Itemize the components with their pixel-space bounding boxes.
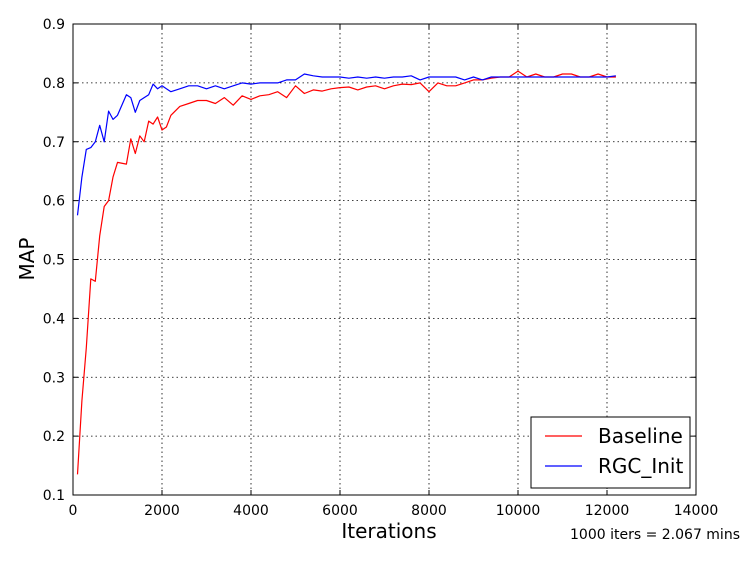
- legend: Baseline RGC_Init: [530, 416, 691, 489]
- legend-label-rgc-init: RGC_Init: [598, 454, 683, 478]
- legend-box: [530, 416, 691, 489]
- y-tick-label: 0.1: [43, 488, 65, 504]
- legend-label-baseline: Baseline: [598, 424, 683, 448]
- x-tick-label: 6000: [322, 503, 358, 519]
- x-axis-title: Iterations: [341, 519, 436, 543]
- grid-lines: [73, 24, 696, 495]
- x-tick-label: 8000: [411, 503, 447, 519]
- x-tick-label: 10000: [496, 503, 541, 519]
- series-line-rgc-init: [76, 73, 616, 216]
- y-tick-label: 0.5: [43, 253, 65, 269]
- series-lines: [76, 70, 616, 475]
- y-tick-label: 0.3: [43, 370, 65, 386]
- x-tick-label: 12000: [585, 503, 630, 519]
- y-tick-label: 0.2: [43, 429, 65, 445]
- y-tick-label: 0.9: [43, 17, 65, 33]
- y-tick-label: 0.7: [43, 135, 65, 151]
- y-tick-label: 0.4: [43, 311, 65, 327]
- axis-ticks: 0 2000 4000 6000 8000 10000 12000 14000 0.1 0.2 0.…: [43, 17, 719, 519]
- y-tick-label: 0.6: [43, 194, 65, 210]
- x-tick-label: 2000: [144, 503, 180, 519]
- y-axis-title: MAP: [15, 238, 39, 281]
- x-tick-label: 0: [69, 503, 78, 519]
- iteration-time-note: 1000 iters = 2.067 mins: [570, 527, 740, 543]
- y-tick-label: 0.8: [43, 76, 65, 92]
- series-line-baseline: [76, 70, 616, 475]
- x-tick-label: 4000: [233, 503, 269, 519]
- x-tick-label: 14000: [674, 503, 719, 519]
